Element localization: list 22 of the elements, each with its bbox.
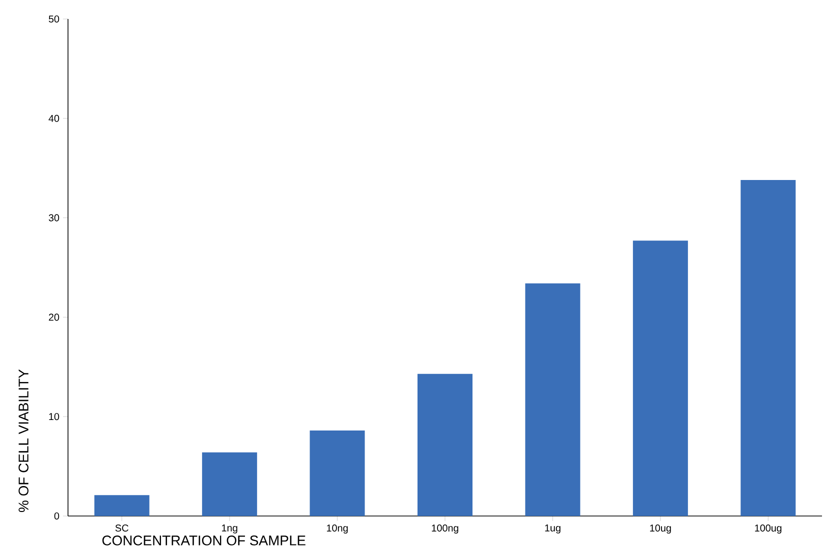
bar	[632, 240, 688, 516]
y-tick-label: 40	[48, 114, 60, 122]
y-tick-label: 10	[49, 413, 60, 420]
x-tick-label: SC	[115, 524, 128, 532]
x-tick-label: 10ng	[326, 524, 348, 534]
bar	[418, 374, 473, 516]
bar	[310, 430, 365, 516]
y-tick-label: 50	[48, 15, 60, 23]
x-tick-label: 1ng	[222, 524, 238, 534]
y-axis-title: % OF CELL VIABILITY	[18, 369, 28, 512]
y-tick-label: 30	[48, 214, 60, 222]
bar	[202, 452, 258, 516]
x-tick-label: 100ng	[432, 524, 458, 534]
y-tick-label: 20	[48, 314, 60, 321]
bar	[525, 283, 580, 516]
x-tick-label: 10ug	[650, 524, 671, 534]
x-tick-label: 100ug	[755, 524, 782, 534]
bar	[740, 180, 796, 516]
y-tick-label: 0	[54, 512, 60, 520]
x-tick-label: 1ug	[545, 524, 560, 534]
bar	[94, 495, 150, 516]
x-axis-title: CONCENTRATION OF SAMPLE	[102, 536, 306, 546]
